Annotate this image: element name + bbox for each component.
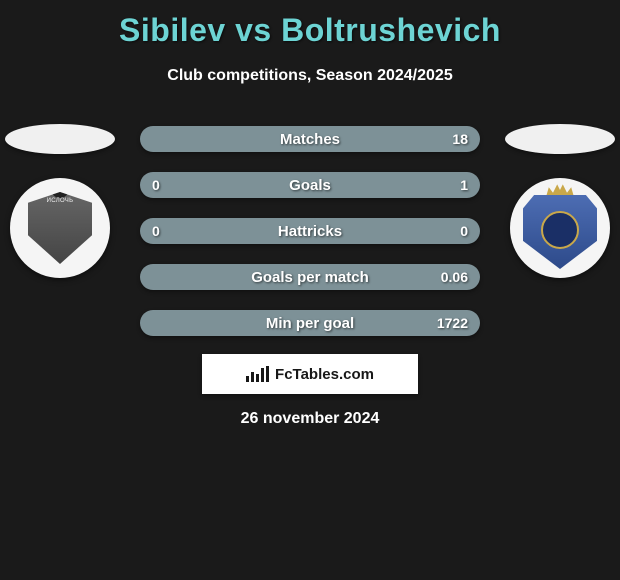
bars-icon bbox=[246, 366, 269, 382]
comparison-card: Sibilev vs Boltrushevich Club competitio… bbox=[0, 0, 620, 580]
stat-row: 0 Goals 1 bbox=[140, 172, 480, 198]
page-title: Sibilev vs Boltrushevich bbox=[0, 0, 620, 49]
shield-icon bbox=[523, 187, 597, 269]
stat-left-value: 0 bbox=[152, 177, 160, 193]
stat-row: 0 Hattricks 0 bbox=[140, 218, 480, 244]
shield-icon bbox=[28, 192, 92, 264]
left-player-column bbox=[0, 124, 120, 278]
stat-right-value: 1722 bbox=[437, 315, 468, 331]
stat-right-value: 18 bbox=[452, 131, 468, 147]
stats-table: Matches 18 0 Goals 1 0 Hattricks 0 Goals… bbox=[140, 126, 480, 356]
stat-label: Min per goal bbox=[266, 315, 354, 332]
stat-row: Matches 18 bbox=[140, 126, 480, 152]
subtitle: Club competitions, Season 2024/2025 bbox=[0, 67, 620, 85]
watermark-text: FcTables.com bbox=[275, 366, 374, 383]
left-club-badge bbox=[10, 178, 110, 278]
stat-label: Goals bbox=[289, 177, 331, 194]
stat-left-value: 0 bbox=[152, 223, 160, 239]
crown-icon bbox=[546, 183, 574, 197]
stat-row: Min per goal 1722 bbox=[140, 310, 480, 336]
stat-label: Goals per match bbox=[251, 269, 369, 286]
generated-date: 26 november 2024 bbox=[0, 410, 620, 428]
stat-right-value: 0.06 bbox=[441, 269, 468, 285]
stat-right-value: 0 bbox=[460, 223, 468, 239]
right-player-column bbox=[500, 124, 620, 278]
player-avatar-placeholder-left bbox=[5, 124, 115, 154]
stat-label: Hattricks bbox=[278, 223, 342, 240]
player-avatar-placeholder-right bbox=[505, 124, 615, 154]
right-club-badge bbox=[510, 178, 610, 278]
stat-row: Goals per match 0.06 bbox=[140, 264, 480, 290]
stat-right-value: 1 bbox=[460, 177, 468, 193]
watermark: FcTables.com bbox=[202, 354, 418, 394]
stat-label: Matches bbox=[280, 131, 340, 148]
